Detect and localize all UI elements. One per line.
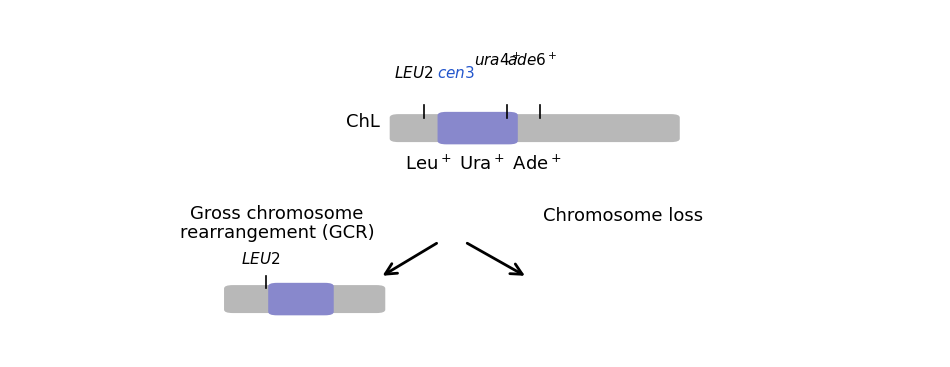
FancyBboxPatch shape (224, 285, 386, 313)
Text: Chromosome loss: Chromosome loss (543, 207, 703, 225)
FancyBboxPatch shape (390, 114, 680, 142)
Text: ChL: ChL (346, 113, 380, 131)
Text: $\mathit{ura4}^+$: $\mathit{ura4}^+$ (474, 52, 522, 69)
Text: $\mathit{LEU2}$: $\mathit{LEU2}$ (393, 65, 433, 81)
Text: rearrangement (GCR): rearrangement (GCR) (180, 224, 374, 242)
FancyBboxPatch shape (268, 283, 333, 315)
Text: Gross chromosome: Gross chromosome (190, 204, 364, 223)
Text: Leu$^+$ Ura$^+$ Ade$^+$: Leu$^+$ Ura$^+$ Ade$^+$ (405, 155, 561, 174)
Text: $\mathit{LEU2}$: $\mathit{LEU2}$ (241, 251, 280, 267)
FancyBboxPatch shape (438, 112, 518, 144)
Text: $\mathit{ade6}^+$: $\mathit{ade6}^+$ (507, 52, 558, 69)
Text: $\mathit{cen3}$: $\mathit{cen3}$ (437, 65, 475, 81)
